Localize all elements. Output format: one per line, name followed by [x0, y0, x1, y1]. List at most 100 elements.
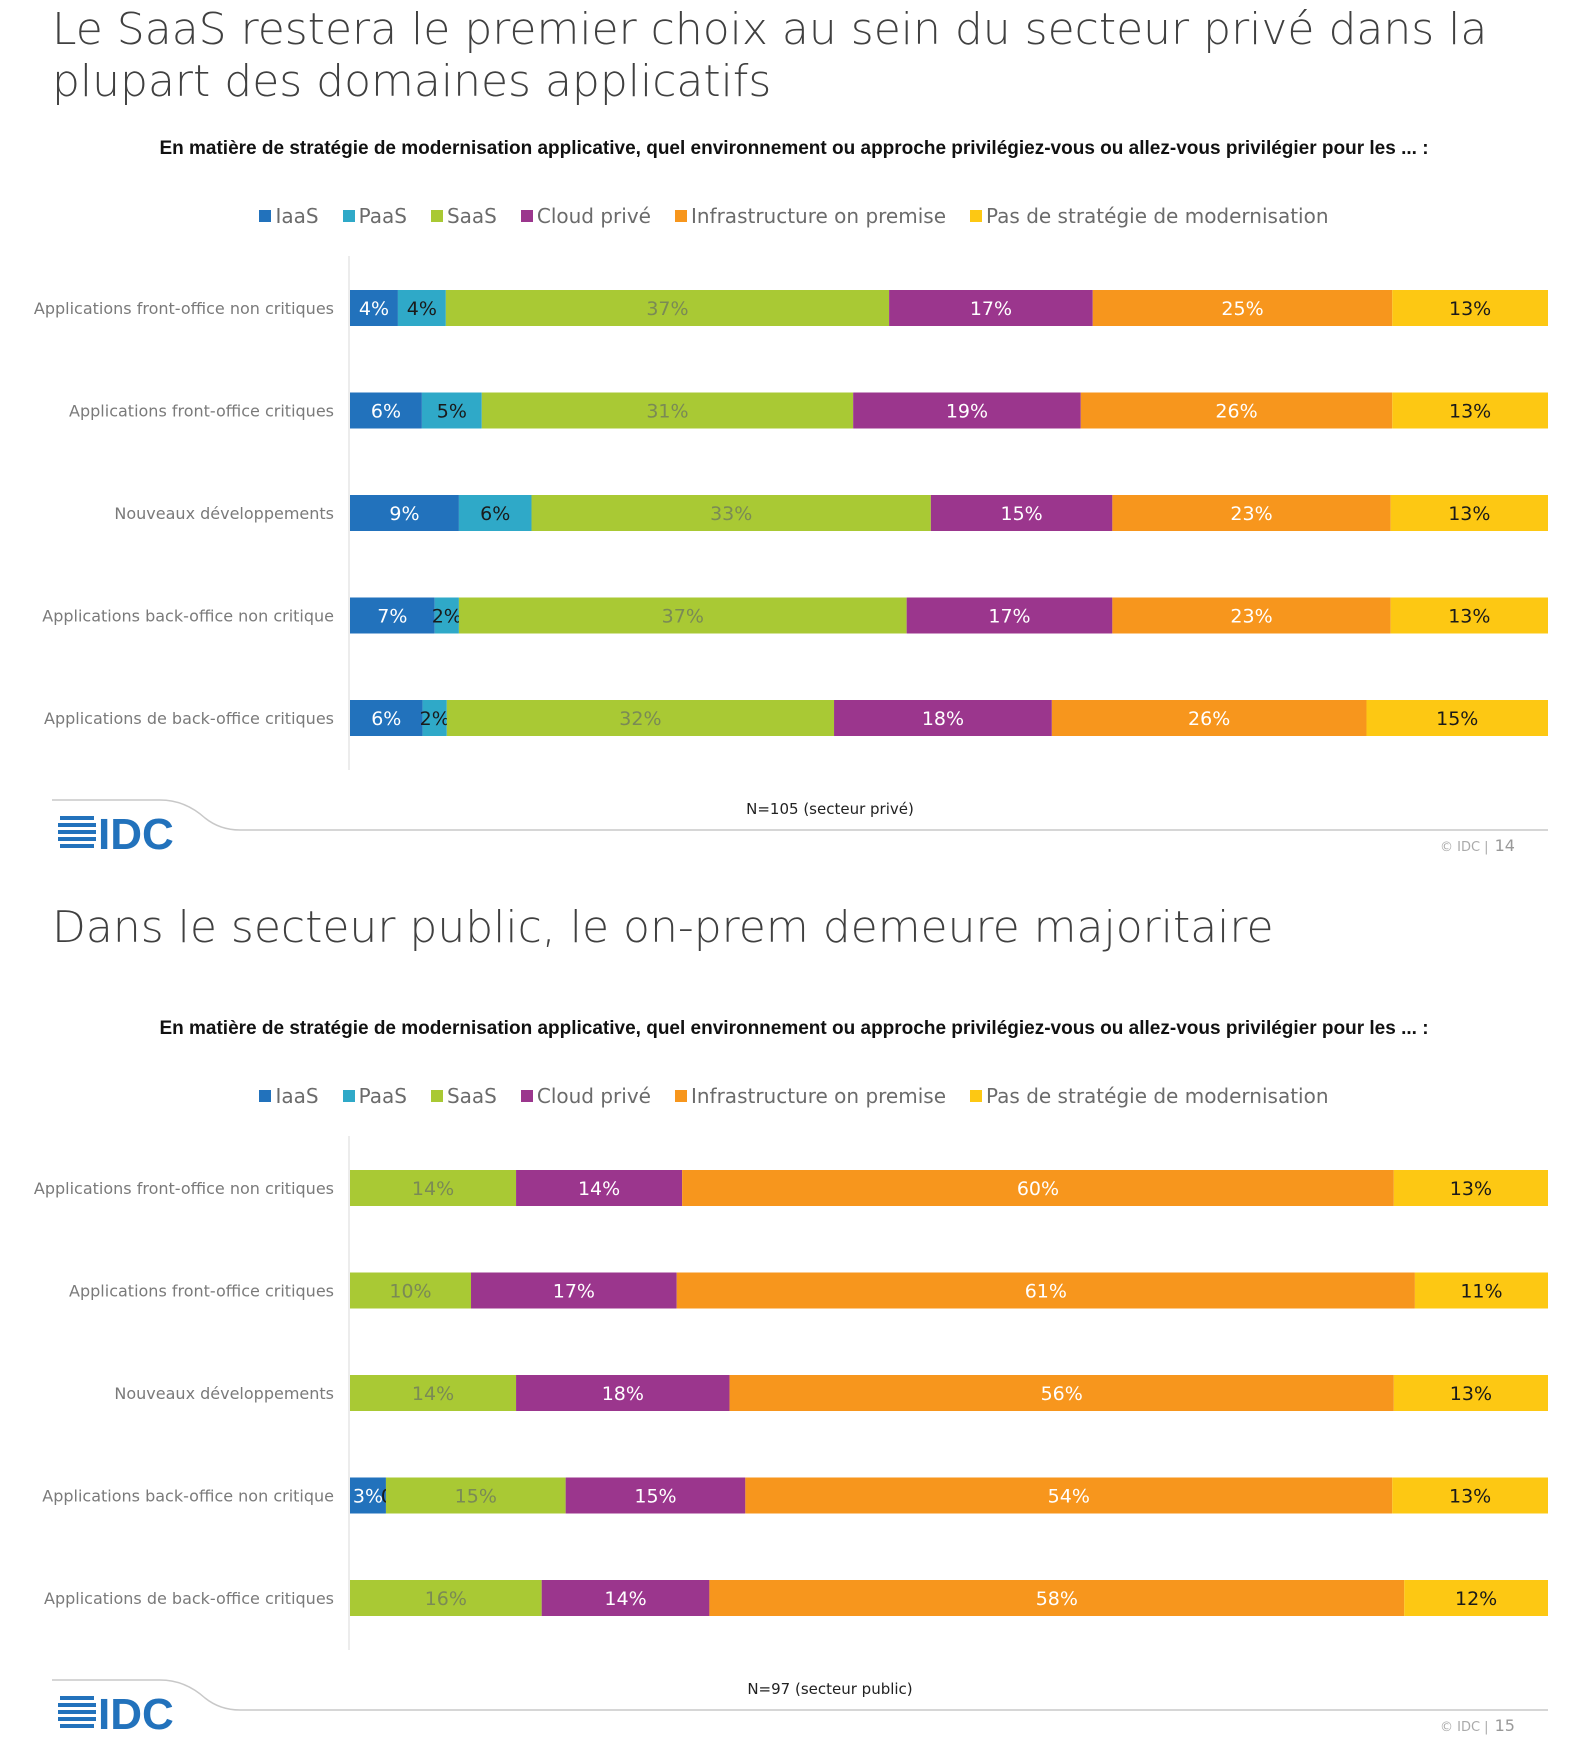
data-label: 2%	[432, 606, 462, 628]
legend-item-saas: SaaS	[431, 1084, 497, 1108]
data-label: 6%	[480, 503, 510, 525]
legend-item-no-strategy: Pas de stratégie de modernisation	[970, 204, 1329, 228]
stacked-bar-chart-public: Applications front-office non critiques 1…	[0, 1130, 1588, 1650]
legend-swatch	[343, 210, 355, 222]
data-label: 11%	[1460, 1281, 1502, 1303]
category-label: Applications front-office non critiques	[34, 299, 334, 318]
category-label: Applications back-office non critique	[42, 1487, 334, 1506]
legend-label: PaaS	[359, 1084, 407, 1108]
legend-item-cloud-prive: Cloud privé	[521, 1084, 651, 1108]
data-label: 3%	[353, 1486, 383, 1508]
footer-divider	[0, 1676, 1588, 1716]
legend-swatch	[521, 210, 533, 222]
chart-legend: IaaS PaaS SaaS Cloud privé Infrastructur…	[0, 204, 1588, 228]
data-label: 60%	[1017, 1178, 1059, 1200]
data-label: 33%	[710, 503, 752, 525]
legend-label: Cloud privé	[537, 204, 651, 228]
legend-label: Pas de stratégie de modernisation	[986, 204, 1329, 228]
data-label: 7%	[377, 606, 407, 628]
data-label: 12%	[1455, 1588, 1497, 1610]
slide-title: Dans le secteur public, le on-prem demeu…	[52, 902, 1502, 954]
data-label: 13%	[1448, 606, 1490, 628]
legend-item-iaas: IaaS	[259, 204, 318, 228]
category-label: Applications front-office critiques	[69, 402, 334, 421]
survey-question: En matière de stratégie de modernisation…	[0, 138, 1588, 160]
logo-text: IDC	[98, 1690, 174, 1734]
data-label: 13%	[1448, 503, 1490, 525]
data-label: 2%	[420, 708, 450, 730]
data-label: 17%	[553, 1281, 595, 1303]
data-label: 54%	[1048, 1486, 1090, 1508]
legend-label: Pas de stratégie de modernisation	[986, 1084, 1329, 1108]
legend-item-cloud-prive: Cloud privé	[521, 204, 651, 228]
copyright-text: © IDC |	[1440, 840, 1489, 855]
data-label: 13%	[1449, 1486, 1491, 1508]
data-label: 61%	[1025, 1281, 1067, 1303]
chart-legend: IaaS PaaS SaaS Cloud privé Infrastructur…	[0, 1084, 1588, 1108]
copyright-footer: © IDC | 14	[1440, 836, 1515, 855]
data-label: 26%	[1188, 708, 1230, 730]
legend-label: Cloud privé	[537, 1084, 651, 1108]
data-label: 13%	[1450, 1383, 1492, 1405]
category-label: Applications front-office critiques	[69, 1282, 334, 1301]
category-label: Nouveaux développements	[114, 1384, 334, 1403]
data-label: 17%	[970, 298, 1012, 320]
legend-item-on-premise: Infrastructure on premise	[675, 1084, 946, 1108]
category-label: Nouveaux développements	[114, 504, 334, 523]
data-label: 58%	[1036, 1588, 1078, 1610]
data-label: 37%	[662, 606, 704, 628]
legend-item-on-premise: Infrastructure on premise	[675, 204, 946, 228]
data-label: 4%	[359, 298, 389, 320]
data-label: 6%	[371, 401, 401, 423]
stacked-bar-chart-private: Applications front-office non critiques 4…	[0, 250, 1588, 770]
idc-logo: IDC	[58, 808, 188, 854]
data-label: 23%	[1230, 606, 1272, 628]
footer-divider	[0, 796, 1588, 836]
legend-swatch	[970, 1090, 982, 1102]
legend-swatch	[259, 210, 271, 222]
slide-private-sector: Le SaaS restera le premier choix au sein…	[0, 0, 1588, 880]
legend-label: IaaS	[275, 204, 318, 228]
data-label: 13%	[1449, 298, 1491, 320]
data-label: 14%	[604, 1588, 646, 1610]
page-number: 15	[1495, 1716, 1515, 1735]
legend-label: PaaS	[359, 204, 407, 228]
data-label: 10%	[389, 1281, 431, 1303]
legend-swatch	[259, 1090, 271, 1102]
category-label: Applications back-office non critique	[42, 607, 334, 626]
legend-item-paas: PaaS	[343, 204, 407, 228]
data-label: 19%	[946, 401, 988, 423]
data-label: 17%	[988, 606, 1030, 628]
data-label: 15%	[1000, 503, 1042, 525]
legend-label: SaaS	[447, 204, 497, 228]
data-label: 13%	[1450, 1178, 1492, 1200]
legend-item-paas: PaaS	[343, 1084, 407, 1108]
legend-swatch	[970, 210, 982, 222]
data-label: 14%	[578, 1178, 620, 1200]
data-label: 4%	[407, 298, 437, 320]
logo-text: IDC	[98, 810, 174, 854]
data-label: 6%	[371, 708, 401, 730]
data-label: 15%	[455, 1486, 497, 1508]
data-label: 56%	[1041, 1383, 1083, 1405]
slide-title: Le SaaS restera le premier choix au sein…	[52, 4, 1502, 108]
data-label: 32%	[619, 708, 661, 730]
data-label: 15%	[634, 1486, 676, 1508]
legend-item-no-strategy: Pas de stratégie de modernisation	[970, 1084, 1329, 1108]
legend-swatch	[521, 1090, 533, 1102]
idc-logo: IDC	[58, 1688, 188, 1734]
legend-item-iaas: IaaS	[259, 1084, 318, 1108]
data-label: 14%	[412, 1383, 454, 1405]
slide-public-sector: Dans le secteur public, le on-prem demeu…	[0, 880, 1588, 1760]
data-label: 31%	[646, 401, 688, 423]
copyright-text: © IDC |	[1440, 1720, 1489, 1735]
data-label: 5%	[437, 401, 467, 423]
data-label: 37%	[646, 298, 688, 320]
legend-label: IaaS	[275, 1084, 318, 1108]
data-label: 15%	[1436, 708, 1478, 730]
legend-label: Infrastructure on premise	[691, 1084, 946, 1108]
data-label: 16%	[425, 1588, 467, 1610]
data-label: 25%	[1221, 298, 1263, 320]
legend-label: SaaS	[447, 1084, 497, 1108]
legend-swatch	[431, 1090, 443, 1102]
